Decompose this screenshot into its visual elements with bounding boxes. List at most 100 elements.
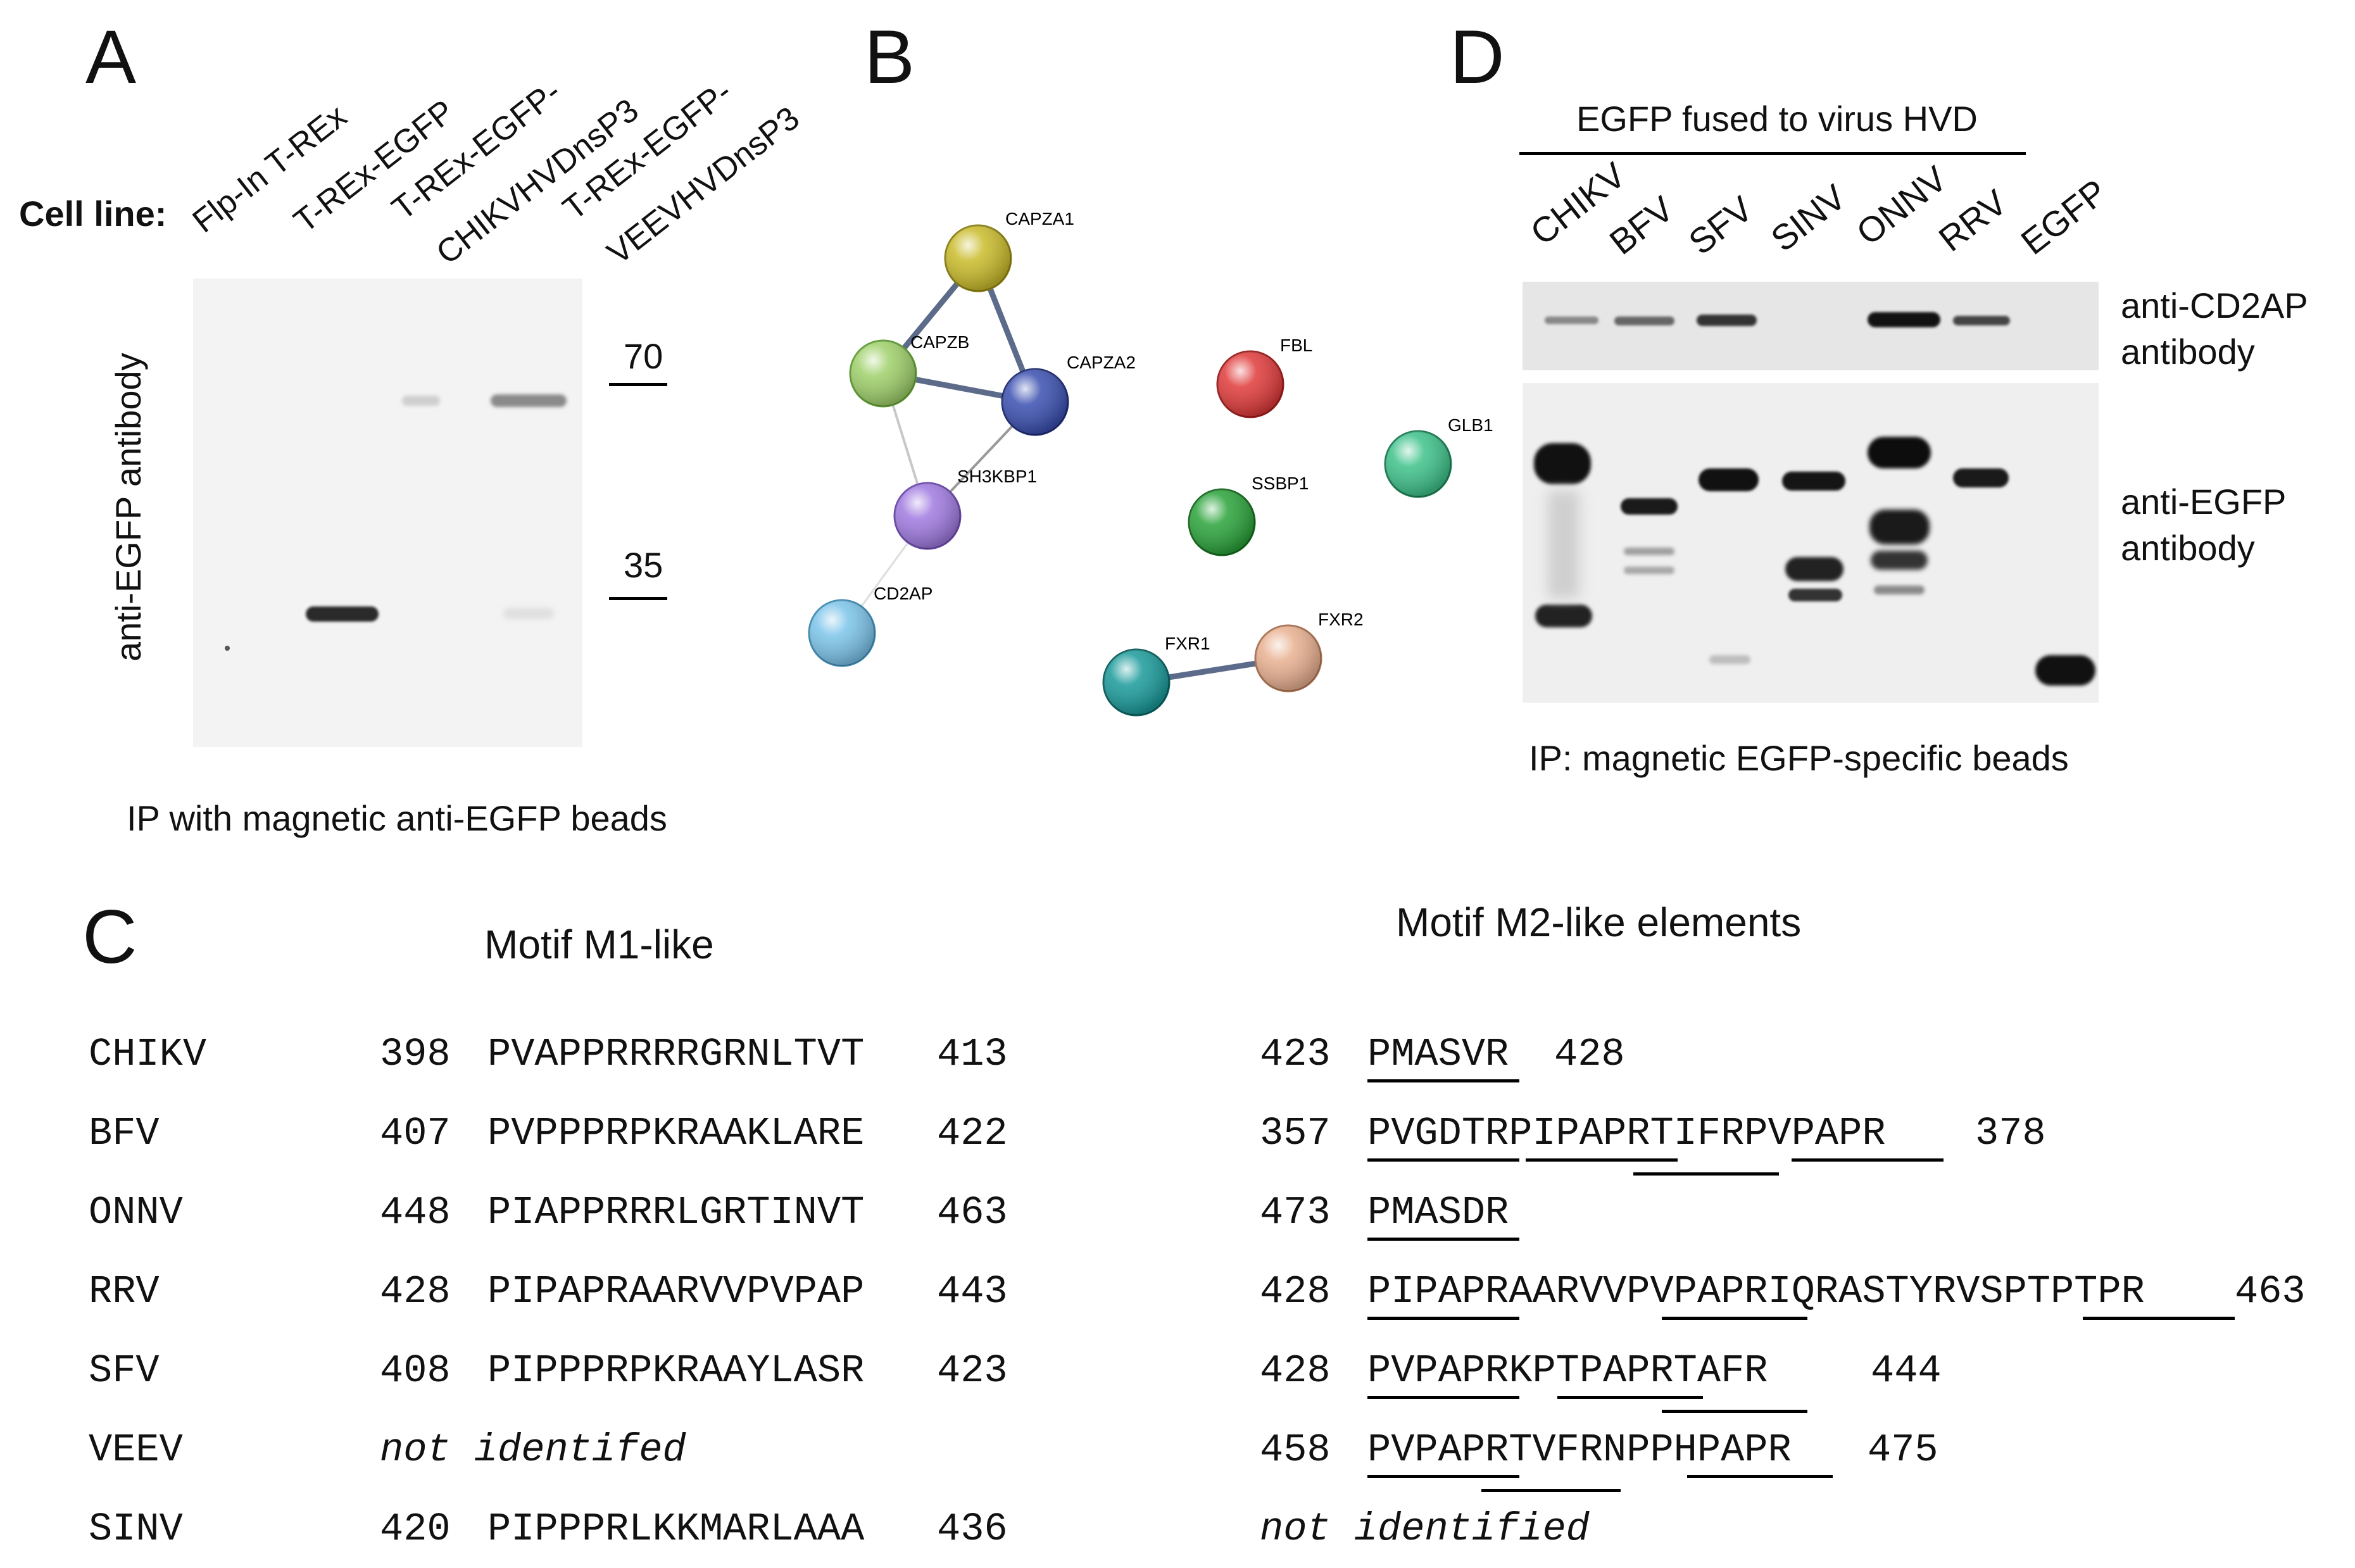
band-egfp-sinv-mid [1785, 557, 1843, 581]
row-rrv-m1-start: 428 [380, 1269, 451, 1314]
row-chikv-m1-start: 398 [380, 1032, 451, 1077]
row-veev-m2-start: 458 [1260, 1427, 1331, 1472]
band-egfp-chikv-low [1535, 605, 1592, 627]
row-onnv-m2-start: 473 [1260, 1190, 1331, 1235]
node-sh3kbp1[interactable]: SH3KBP1 [893, 467, 1037, 550]
node-cd2ap[interactable]: CD2AP [808, 584, 933, 667]
panel-d-header-line [1519, 152, 2026, 155]
row-onnv-m1-end: 463 [937, 1190, 1008, 1235]
row-rrv-m2-seq: PIPAPRAARVVPVPAPRIQRASTYRVSPTPTPR [1367, 1269, 2145, 1314]
row-sfv-m1-start: 408 [380, 1348, 451, 1393]
row-sfv-m2-end: 444 [1871, 1348, 1942, 1393]
node-label-cd2ap: CD2AP [874, 584, 933, 603]
lane-d-egfp: EGFP [2013, 171, 2114, 263]
row-bfv-m1-end: 422 [937, 1111, 1008, 1156]
node-fxr2[interactable]: FXR2 [1254, 610, 1364, 693]
marker-70: 70 [624, 336, 663, 376]
node-fxr1[interactable]: FXR1 [1102, 634, 1210, 717]
band-cd2ap-bfv [1614, 317, 1674, 325]
row-veev-m2-end: 475 [1868, 1427, 1938, 1472]
node-ssbp1[interactable]: SSBP1 [1188, 474, 1309, 556]
node-glb1[interactable]: GLB1 [1384, 415, 1493, 498]
panel-d-header: EGFP fused to virus HVD [1576, 99, 1978, 139]
row-chikv-m2-seq: PMASVR [1367, 1032, 1509, 1077]
band-egfp-bfv-faint1 [1624, 548, 1674, 555]
underline-rrv-3 [2083, 1317, 2235, 1320]
band-egfp-sfv [1699, 468, 1759, 491]
band-cd2ap-chikv [1545, 317, 1598, 324]
underline-onnv-1 [1367, 1238, 1519, 1241]
underline-chikv-1 [1367, 1079, 1519, 1082]
band-egfp-onnv-low [1871, 551, 1928, 570]
node-label-fxr1: FXR1 [1165, 634, 1210, 653]
blot2-label-line1: anti-EGFP [2121, 482, 2287, 522]
row-veev-m1-seq: not identifed [380, 1427, 686, 1472]
node-label-fxr2: FXR2 [1318, 610, 1364, 629]
row-onnv-m1-start: 448 [380, 1190, 451, 1235]
underline-rrv-1 [1367, 1317, 1519, 1320]
blot2-label-line2: antibody [2121, 528, 2255, 568]
row-onnv-m2-seq: PMASDR [1367, 1190, 1509, 1235]
row-sinv-m1-start: 420 [380, 1507, 451, 1552]
caption-a: IP with magnetic anti-EGFP beads [127, 798, 667, 838]
blot-egfp [1523, 383, 2099, 703]
node-capza1[interactable]: CAPZA1 [944, 209, 1074, 292]
row-chikv-virus: CHIKV [89, 1032, 207, 1077]
node-label-capza1: CAPZA1 [1005, 209, 1074, 229]
underline-sfv-3 [1662, 1410, 1807, 1413]
underline-sfv-1 [1367, 1396, 1519, 1399]
row-rrv-m1-seq: PIPAPRAARVVPVPAP [487, 1269, 865, 1314]
node-fbl[interactable]: FBL [1216, 336, 1312, 418]
band-egfp-bfv [1621, 498, 1678, 515]
row-veev-virus: VEEV [89, 1427, 183, 1472]
blot-cd2ap [1523, 282, 2099, 370]
row-onnv-m1-seq: PIAPPRRRLGRTINVT [487, 1190, 865, 1235]
panel-c-label: C [82, 894, 137, 979]
row-sfv-virus: SFV [89, 1348, 160, 1393]
row-chikv-m2-start: 423 [1260, 1032, 1331, 1077]
m2-header: Motif M2-like elements [1396, 900, 1802, 945]
underline-sfv-2 [1557, 1396, 1703, 1399]
band-egfp-onnv-faint [1874, 586, 1925, 594]
band-egfp-egfp [2035, 655, 2095, 686]
panel-b-label: B [864, 15, 915, 99]
row-chikv-m2-end: 428 [1554, 1032, 1625, 1077]
band-veev-faint [503, 608, 554, 619]
row-bfv-m2-start: 357 [1260, 1111, 1331, 1156]
band-egfp-chikv-high [1534, 443, 1591, 484]
band-cd2ap-rrv [1953, 316, 2010, 325]
band-egfp-sinv [1782, 472, 1845, 491]
row-rrv-virus: RRV [89, 1269, 160, 1314]
band-cd2ap-sfv [1697, 315, 1757, 326]
gel-blot-a [193, 279, 582, 747]
row-onnv-virus: ONNV [89, 1190, 183, 1235]
band-egfp-onnv-high [1868, 437, 1931, 468]
blot1-label-line1: anti-CD2AP [2121, 285, 2308, 325]
underline-bfv-4 [1792, 1158, 1944, 1162]
row-sfv-m2-start: 428 [1260, 1348, 1331, 1393]
panel-d-label: D [1450, 15, 1505, 99]
band-egfp-bfv-faint2 [1624, 567, 1674, 574]
row-bfv-m2-seq: PVGDTRPIPAPRTIFRPVPAPR [1367, 1111, 1886, 1156]
node-label-sh3kbp1: SH3KBP1 [957, 467, 1037, 486]
lane-d-sfv: SFV [1681, 188, 1761, 263]
band-egfp-sinv-low [1788, 589, 1842, 601]
node-capzb[interactable]: CAPZB [849, 332, 969, 408]
node-label-glb1: GLB1 [1448, 415, 1493, 435]
row-chikv-m1-seq: PVAPPRRRRGRNLTVT [487, 1032, 865, 1077]
band-egfp-rrv [1953, 468, 2009, 487]
underline-veev-1 [1367, 1475, 1519, 1478]
row-bfv-m2-end: 378 [1975, 1111, 2046, 1156]
node-capza2[interactable]: CAPZA2 [1001, 353, 1136, 436]
row-sinv-m2-seq: not identified [1260, 1507, 1590, 1552]
underline-bfv-2 [1526, 1158, 1678, 1162]
underline-veev-2 [1481, 1489, 1621, 1492]
band-chikv-faint [402, 396, 440, 406]
underline-veev-3 [1687, 1475, 1833, 1478]
string-network: CAPZA1 CAPZB CAPZA2 SH3KBP1 CD2AP FBL SS… [808, 209, 1493, 717]
lane-d-sinv: SINV [1763, 177, 1854, 260]
row-sfv-m1-end: 423 [937, 1348, 1008, 1393]
underline-rrv-2 [1662, 1317, 1807, 1320]
row-veev-m2-seq: PVPAPRTVFRNPPHPAPR [1367, 1427, 1792, 1472]
m1-header: Motif M1-like [484, 922, 714, 967]
